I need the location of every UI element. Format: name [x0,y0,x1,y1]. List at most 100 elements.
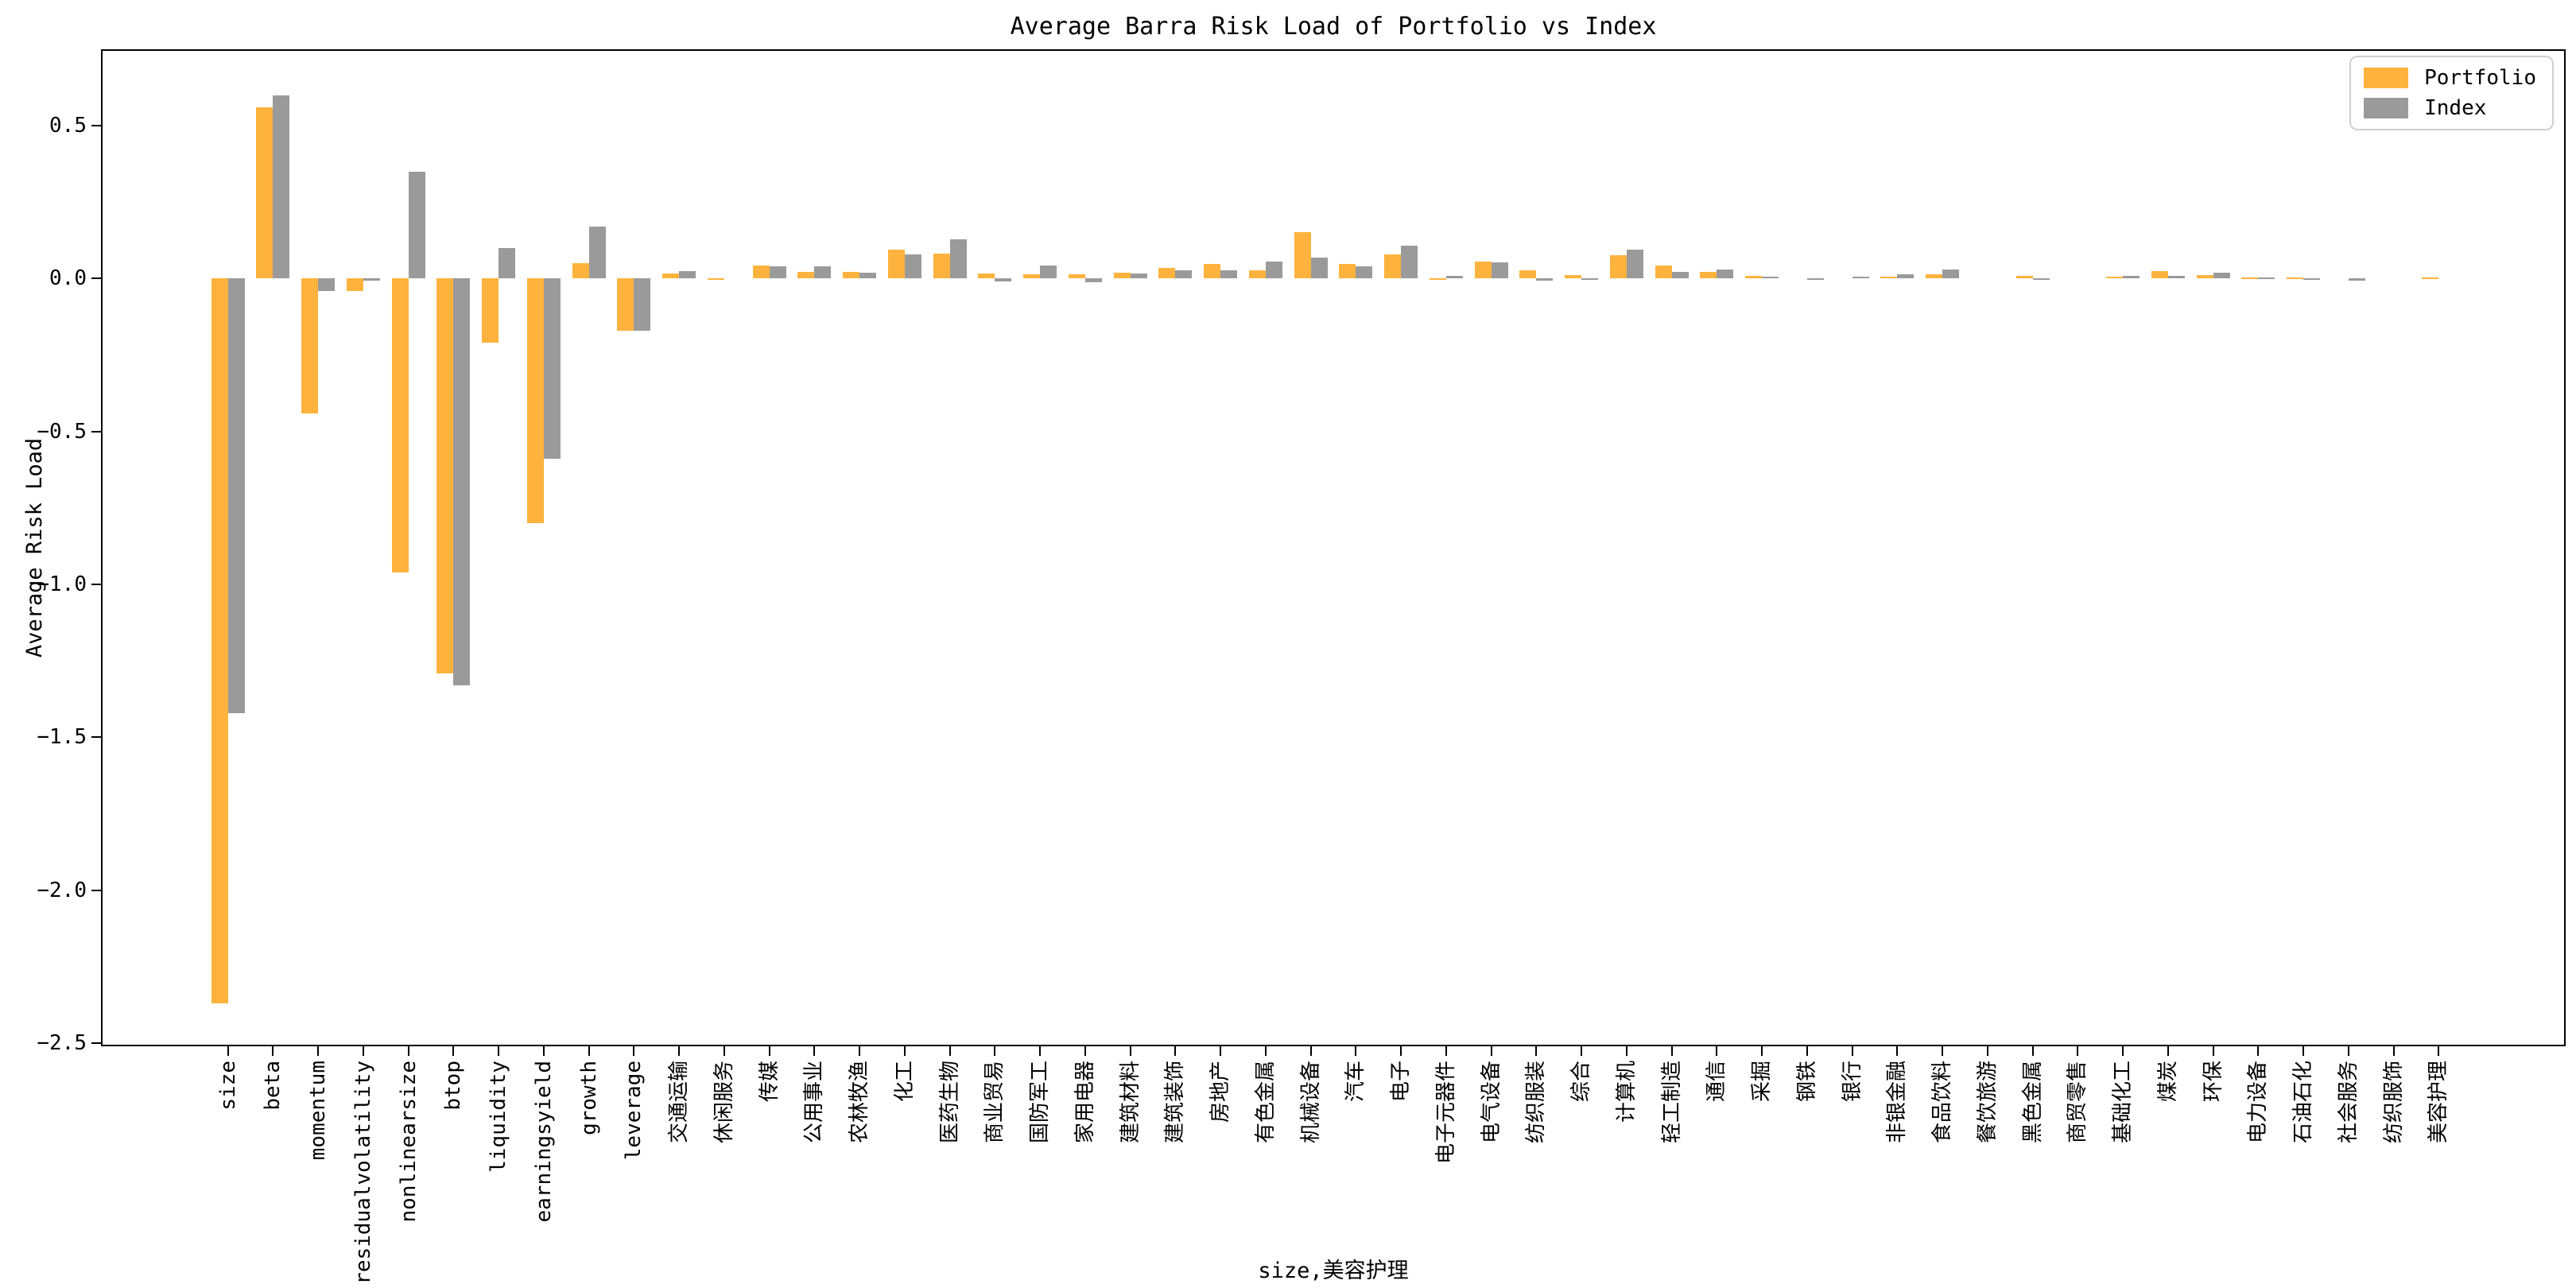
y-axis-label: Average Risk Load [22,437,47,658]
bar-index-建筑装饰 [1175,270,1193,279]
y-tick [91,1042,101,1045]
bar-portfolio-传媒 [752,265,770,279]
x-tick-label-机械设备: 机械设备 [1298,1061,1323,1144]
x-tick-label-食品饮料: 食品饮料 [1930,1061,1955,1144]
bar-index-电力设备 [2258,277,2275,279]
x-tick [452,1046,455,1056]
legend-item-portfolio: Portfolio [2364,67,2536,89]
bar-index-化工 [904,254,921,279]
x-tick-label-有色金属: 有色金属 [1253,1061,1278,1144]
bar-index-通信 [1717,269,1734,279]
bar-portfolio-电子元器件 [1429,278,1446,281]
x-tick [588,1046,590,1056]
bar-portfolio-机械设备 [1294,232,1311,279]
x-tick-label-电子元器件: 电子元器件 [1433,1061,1458,1165]
bar-index-residualvolatility [363,278,380,281]
bar-portfolio-通信 [1700,272,1717,279]
bar-index-传媒 [769,266,786,279]
bar-index-电气设备 [1491,262,1508,279]
bar-portfolio-医药生物 [933,253,950,279]
bar-index-黑色金属 [2032,278,2050,281]
bar-index-earningsyield [543,278,561,460]
x-tick [1400,1046,1402,1056]
x-tick [768,1046,770,1056]
bar-portfolio-美容护理 [2422,277,2439,279]
x-tick-label-化工: 化工 [892,1061,917,1103]
y-tick-label: 0.5 [49,114,87,138]
bar-portfolio-汽车 [1339,264,1356,279]
x-tick [903,1046,906,1056]
bar-index-钢铁 [1806,278,1824,281]
bar-index-纺织服装 [1536,278,1554,281]
bar-index-btop [453,278,471,686]
x-tick-label-采掘: 采掘 [1750,1061,1775,1103]
chart-title: Average Barra Risk Load of Portfolio vs … [1010,13,1657,41]
y-tick-label: −2.0 [37,878,87,902]
bar-portfolio-growth [572,263,589,279]
x-tick [1535,1046,1538,1056]
x-tick-label-size: size [215,1061,240,1111]
x-tick-label-非银金融: 非银金融 [1885,1061,1910,1144]
bar-portfolio-公用事业 [797,271,815,279]
bar-portfolio-leverage [617,278,634,331]
bar-portfolio-earningsyield [526,278,544,524]
bar-portfolio-房地产 [1204,264,1221,279]
bar-portfolio-农林牧渔 [843,272,860,279]
x-tick [813,1046,816,1056]
bar-index-环保 [2213,272,2230,279]
x-tick-label-电力设备: 电力设备 [2246,1061,2271,1144]
legend-label-portfolio: Portfolio [2424,66,2536,90]
bar-portfolio-综合 [1565,275,1582,279]
x-tick-label-黑色金属: 黑色金属 [2020,1061,2045,1144]
x-axis-label: size,美容护理 [1258,1259,1409,1283]
x-tick [994,1046,996,1056]
x-tick-label-美容护理: 美容护理 [2427,1061,2451,1144]
bar-portfolio-size [211,278,228,1004]
x-tick-label-商贸零售: 商贸零售 [2066,1061,2090,1144]
x-tick [2257,1046,2260,1056]
x-tick [1445,1046,1447,1056]
x-tick [949,1046,951,1056]
y-tick [91,584,101,586]
bar-portfolio-国防军工 [1023,274,1041,279]
bar-index-医药生物 [949,239,967,279]
x-tick-label-earningsyield: earningsyield [531,1061,556,1223]
x-tick [723,1046,725,1056]
bar-portfolio-计算机 [1609,255,1627,279]
x-tick-label-momentum: momentum [306,1061,330,1161]
y-tick-label: −1.0 [37,572,87,597]
legend-item-index: Index [2364,97,2536,119]
bar-portfolio-食品饮料 [1926,274,1943,279]
x-tick-label-基础化工: 基础化工 [2111,1061,2136,1144]
bar-index-农林牧渔 [859,273,877,279]
x-tick-label-餐饮旅游: 餐饮旅游 [1975,1061,2000,1144]
index-swatch [2364,98,2409,118]
x-tick [1942,1046,1944,1056]
bar-portfolio-采掘 [1745,276,1763,279]
bar-portfolio-基础化工 [2106,277,2124,279]
x-tick [2302,1046,2305,1056]
bar-index-采掘 [1762,277,1779,279]
x-tick [1355,1046,1357,1056]
bar-index-综合 [1581,278,1599,281]
x-tick-label-汽车: 汽车 [1344,1061,1368,1103]
x-tick [227,1046,229,1056]
x-tick [317,1046,319,1056]
bar-portfolio-liquidity [482,278,499,343]
x-tick-label-纺织服装: 纺织服装 [1524,1061,1549,1144]
bar-index-size [227,278,245,713]
x-tick-label-商业贸易: 商业贸易 [983,1061,1007,1144]
bar-index-社会服务 [2348,278,2365,281]
x-tick [678,1046,681,1056]
x-tick [1084,1046,1086,1056]
portfolio-swatch [2364,68,2409,88]
bar-portfolio-家用电器 [1068,274,1085,279]
x-tick-label-residualvolatility: residualvolatility [351,1061,375,1285]
bar-index-建筑材料 [1130,274,1147,279]
bar-index-beta [273,95,290,279]
x-tick-label-公用事业: 公用事业 [802,1061,827,1144]
bar-portfolio-有色金属 [1248,270,1266,279]
bar-index-食品饮料 [1942,270,1960,279]
plot-area [101,49,2566,1046]
y-tick-label: −1.5 [37,725,87,750]
